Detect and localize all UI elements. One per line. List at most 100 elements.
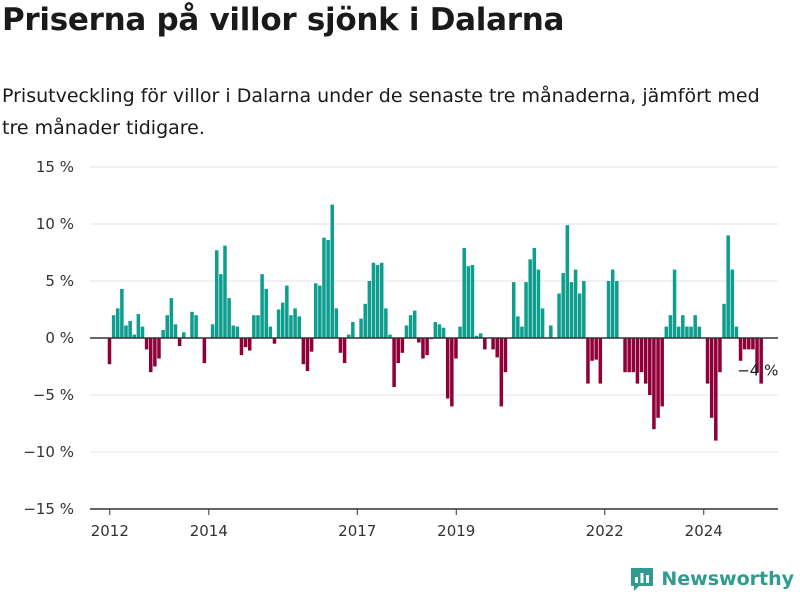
x-tick-label: 2024	[685, 522, 723, 540]
bar	[285, 285, 289, 338]
bar	[470, 265, 475, 338]
newsworthy-logo-icon	[631, 568, 654, 591]
bar	[458, 326, 462, 338]
bar	[648, 338, 652, 395]
bar	[730, 269, 735, 338]
bar	[272, 338, 277, 344]
bar	[214, 250, 219, 338]
bar	[239, 338, 244, 356]
bar	[635, 338, 640, 384]
bar	[734, 326, 739, 338]
bar	[144, 338, 149, 350]
bar	[173, 324, 178, 338]
bar	[681, 315, 685, 338]
bar	[664, 326, 669, 338]
bar	[132, 334, 136, 338]
bar	[520, 326, 524, 338]
bar	[606, 281, 611, 338]
bar	[371, 262, 376, 338]
bar	[256, 315, 260, 338]
bar	[577, 293, 582, 338]
bar	[412, 310, 417, 338]
bar	[557, 293, 561, 338]
data-label: −4 %	[737, 361, 778, 379]
bar	[297, 316, 301, 338]
bar	[148, 338, 153, 373]
bar	[565, 225, 570, 338]
bar	[219, 274, 223, 338]
axes	[90, 337, 778, 515]
bar	[598, 338, 603, 384]
bar	[615, 281, 619, 338]
y-tick-label: 15 %	[36, 158, 74, 176]
bar	[540, 308, 545, 338]
bar	[726, 235, 730, 338]
bar	[334, 308, 339, 338]
bar	[210, 324, 215, 338]
bar	[400, 338, 405, 353]
bar	[177, 338, 182, 346]
bar	[408, 315, 413, 338]
bar	[516, 316, 520, 338]
bar	[388, 334, 392, 338]
bar	[264, 288, 268, 338]
bar	[478, 333, 483, 338]
bar	[384, 308, 388, 338]
bar	[342, 338, 347, 364]
bar	[524, 282, 528, 338]
bar	[202, 338, 207, 364]
bar	[627, 338, 631, 373]
bar	[276, 309, 281, 338]
bar	[301, 338, 306, 365]
bar	[346, 334, 351, 338]
bar	[491, 338, 495, 350]
bar	[437, 324, 442, 338]
bar	[573, 269, 578, 338]
bar	[425, 338, 429, 356]
bar	[223, 245, 227, 338]
bar	[742, 338, 747, 350]
bar	[128, 320, 132, 338]
bar	[404, 325, 409, 338]
bar	[322, 237, 326, 338]
bar	[433, 322, 438, 338]
bar	[351, 322, 355, 338]
bar	[115, 308, 120, 338]
bar	[668, 315, 673, 338]
bar	[280, 302, 285, 338]
brand[interactable]: Newsworthy	[629, 566, 794, 592]
bar	[549, 325, 553, 338]
bar	[751, 338, 755, 350]
bar	[755, 338, 759, 373]
y-tick-label: 5 %	[45, 272, 74, 290]
chart-subtitle: Prisutveckling för villor i Dalarna unde…	[2, 85, 760, 139]
bar	[330, 204, 334, 338]
bar	[590, 338, 594, 361]
bar	[656, 338, 660, 418]
bar	[417, 338, 421, 343]
bar	[136, 314, 141, 338]
bar	[532, 247, 537, 338]
bar	[474, 335, 479, 338]
bar	[379, 262, 384, 338]
x-tick-labels: 2012 2014 2017 2019 2022 2024	[91, 522, 723, 540]
bar	[367, 281, 372, 338]
bar	[313, 283, 318, 338]
y-tick-label: −10 %	[23, 443, 74, 461]
bar	[528, 259, 532, 338]
bar	[693, 315, 697, 338]
bar	[247, 338, 252, 351]
y-tick-label: 10 %	[36, 215, 74, 233]
bar	[483, 338, 487, 350]
bar	[586, 338, 590, 384]
x-tick-label: 2014	[190, 522, 228, 540]
bar	[140, 326, 145, 338]
bar	[689, 326, 693, 338]
bar	[326, 239, 330, 338]
x-tick-label: 2022	[586, 522, 624, 540]
bar	[231, 325, 235, 338]
bar	[466, 266, 471, 338]
bar	[697, 326, 702, 338]
bar	[338, 338, 343, 353]
